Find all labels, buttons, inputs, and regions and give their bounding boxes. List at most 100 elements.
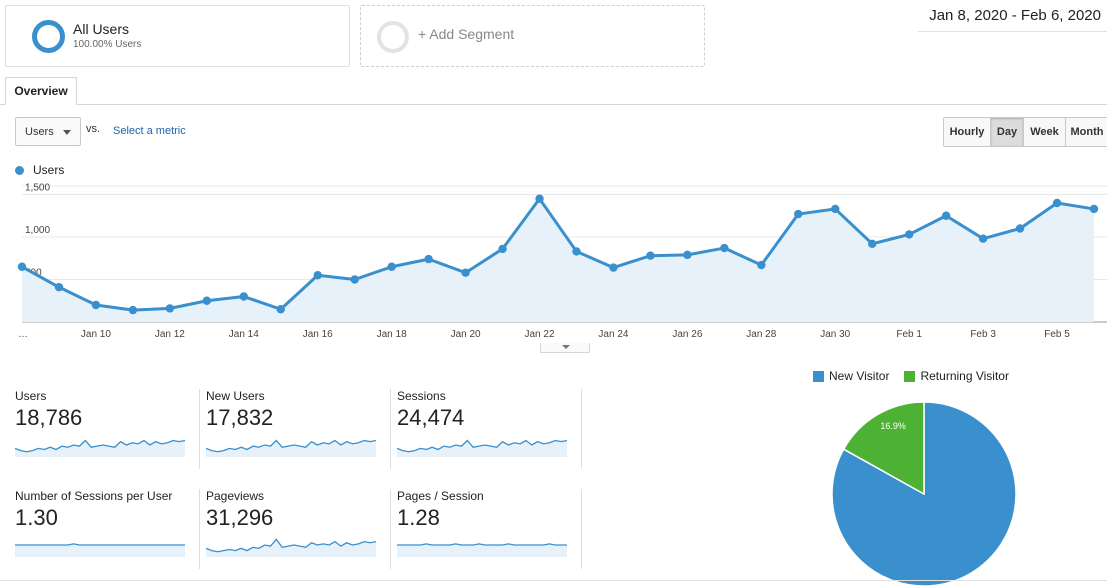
visitor-type-pie-chart: 83.1%16.9% bbox=[831, 401, 1017, 586]
vs-label: vs. bbox=[86, 123, 101, 135]
x-tick-label: Jan 10 bbox=[81, 329, 111, 340]
data-point bbox=[91, 300, 101, 310]
series-area bbox=[22, 198, 1094, 322]
granularity-month-button[interactable]: Month bbox=[1066, 118, 1107, 146]
metric-dropdown-value: Users bbox=[25, 125, 54, 138]
x-tick-label: Jan 28 bbox=[746, 329, 776, 340]
granularity-week-button[interactable]: Week bbox=[1024, 118, 1066, 146]
y-tick-label: 1,500 bbox=[25, 183, 50, 194]
sparkline-line bbox=[15, 543, 185, 546]
data-point bbox=[646, 251, 655, 260]
kpi-sessions: Sessions 24,474 bbox=[397, 389, 582, 469]
swatch-returning-visitor bbox=[904, 370, 916, 382]
data-point bbox=[202, 296, 212, 305]
legend-label-users: Users bbox=[33, 163, 65, 177]
kpi-sparkline bbox=[206, 538, 376, 557]
x-tick-label: Jan 20 bbox=[451, 329, 481, 340]
x-tick-label: Jan 24 bbox=[598, 329, 628, 340]
kpi-sessions-per-user: Number of Sessions per User 1.30 bbox=[15, 489, 200, 569]
granularity-hourly-button[interactable]: Hourly bbox=[944, 118, 991, 146]
pie-slice bbox=[842, 401, 925, 496]
kpi-value: 31,296 bbox=[206, 505, 274, 530]
sparkline-area bbox=[206, 539, 376, 557]
sparkline-line bbox=[206, 538, 376, 553]
segment-all-users[interactable]: All Users 100.00% Users bbox=[5, 5, 350, 67]
kpi-users: Users 18,786 bbox=[15, 389, 200, 469]
data-point bbox=[165, 304, 175, 313]
kpi-sparkline bbox=[15, 439, 185, 457]
kpi-value: 18,786 bbox=[15, 405, 83, 430]
series-line bbox=[21, 197, 1095, 312]
empty-segment-ring-icon bbox=[377, 21, 409, 53]
data-point bbox=[904, 230, 914, 239]
pie-legend-label: Returning Visitor bbox=[920, 369, 1009, 383]
kpi-label: Pages / Session bbox=[397, 489, 484, 503]
y-tick-label: 1,000 bbox=[25, 225, 50, 236]
kpi-label: Sessions bbox=[397, 389, 446, 403]
x-tick-label: … bbox=[18, 329, 28, 340]
select-metric-link[interactable]: Select a metric bbox=[113, 125, 186, 137]
data-point bbox=[276, 305, 285, 314]
sparkline-area bbox=[397, 440, 567, 457]
pie-legend: New Visitor Returning Visitor bbox=[813, 369, 1024, 383]
data-point bbox=[239, 292, 248, 301]
data-point bbox=[1089, 204, 1099, 214]
chart-expand-handle[interactable] bbox=[540, 343, 590, 353]
segment-percent: 100.00% Users bbox=[73, 39, 142, 50]
data-point bbox=[1015, 224, 1025, 233]
pie-legend-new-visitor: New Visitor bbox=[813, 369, 889, 383]
add-segment-button[interactable]: + Add Segment bbox=[360, 5, 705, 67]
sparkline-line bbox=[206, 439, 376, 453]
add-segment-label: + Add Segment bbox=[418, 26, 515, 42]
data-point bbox=[941, 211, 951, 220]
kpi-value: 24,474 bbox=[397, 405, 465, 430]
data-point bbox=[498, 244, 507, 254]
x-tick-label: Feb 3 bbox=[970, 329, 996, 340]
x-tick-label: Jan 16 bbox=[303, 329, 333, 340]
x-tick-label: Jan 26 bbox=[672, 329, 702, 340]
sparkline-area bbox=[15, 543, 185, 557]
x-tick-label: Feb 5 bbox=[1044, 329, 1070, 340]
kpi-pageviews: Pageviews 31,296 bbox=[206, 489, 391, 569]
kpi-value: 1.30 bbox=[15, 505, 58, 530]
kpi-new-users: New Users 17,832 bbox=[206, 389, 391, 469]
caret-down-icon bbox=[63, 130, 71, 135]
x-tick-label: Jan 18 bbox=[377, 329, 407, 340]
kpi-pages-per-session: Pages / Session 1.28 bbox=[397, 489, 582, 569]
x-tick-label: Jan 12 bbox=[155, 329, 185, 340]
pie-slice bbox=[831, 401, 1017, 586]
data-point bbox=[978, 234, 988, 243]
kpi-sparkline bbox=[15, 543, 185, 557]
kpi-label: Pageviews bbox=[206, 489, 265, 503]
data-point bbox=[794, 209, 803, 219]
pie-data-label: 16.9% bbox=[880, 421, 906, 431]
segment-name: All Users bbox=[73, 21, 130, 37]
kpi-sparkline bbox=[397, 439, 567, 457]
segment-ring-icon bbox=[32, 20, 65, 53]
chart-legend: Users bbox=[15, 163, 64, 177]
data-point bbox=[572, 247, 581, 256]
data-point bbox=[535, 194, 544, 203]
kpi-label: Users bbox=[15, 389, 47, 403]
x-tick-label: Jan 30 bbox=[820, 329, 850, 340]
data-point bbox=[609, 263, 618, 272]
sparkline-line bbox=[397, 439, 567, 453]
data-point bbox=[387, 262, 396, 271]
data-point bbox=[1052, 198, 1062, 208]
data-point bbox=[720, 243, 729, 253]
metric-dropdown[interactable]: Users bbox=[15, 117, 81, 146]
data-point bbox=[757, 260, 766, 270]
granularity-day-button[interactable]: Day bbox=[991, 118, 1024, 146]
sparkline-line bbox=[15, 439, 185, 453]
date-range-picker[interactable]: Jan 8, 2020 - Feb 6, 2020 bbox=[918, 0, 1107, 32]
data-point bbox=[17, 262, 27, 271]
tab-overview[interactable]: Overview bbox=[5, 77, 77, 105]
data-point bbox=[54, 282, 64, 292]
sparkline-area bbox=[397, 543, 567, 557]
data-point bbox=[424, 254, 433, 264]
kpi-sparkline bbox=[206, 439, 376, 457]
data-point bbox=[831, 204, 840, 214]
pie-legend-returning-visitor: Returning Visitor bbox=[904, 369, 1009, 383]
sparkline-line bbox=[397, 543, 567, 546]
